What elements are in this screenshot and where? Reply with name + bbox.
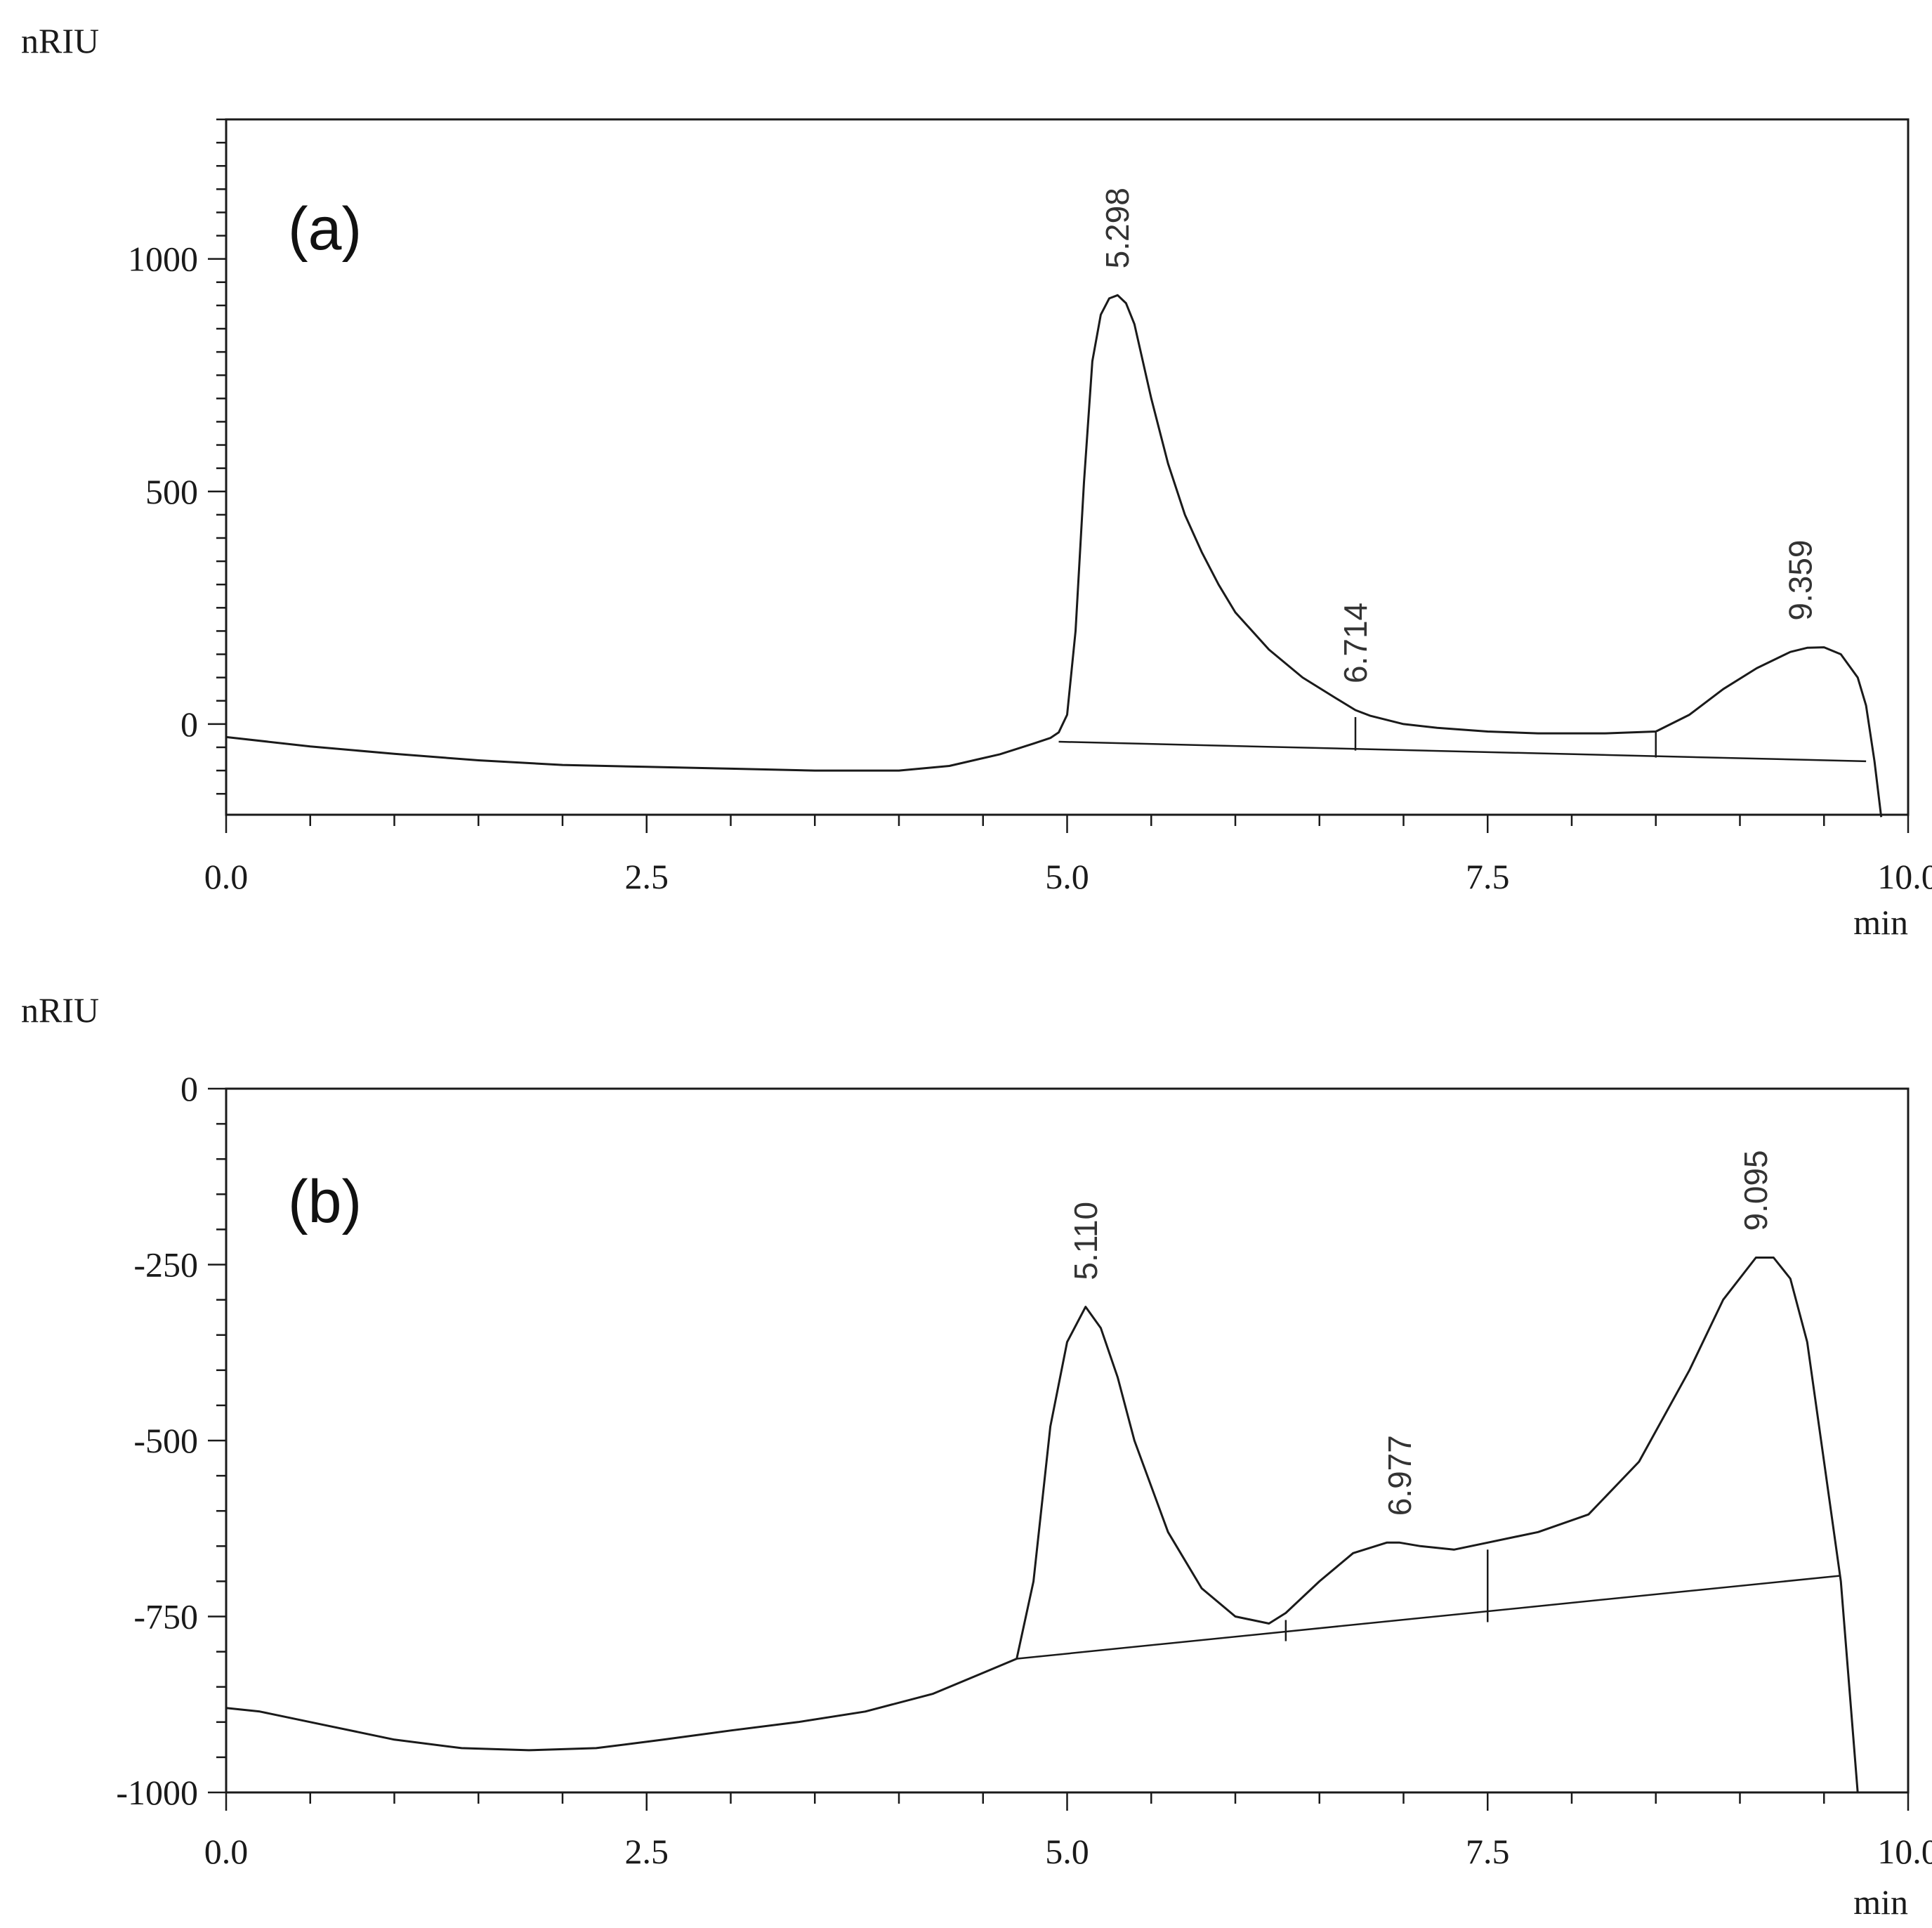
plot-frame: [225, 1087, 1910, 1794]
y-axis-label: nRIU: [21, 21, 99, 60]
x-tick-label: 5.0: [1045, 857, 1089, 896]
peak-retention-label: 9.095: [1737, 1150, 1774, 1231]
x-tick-label: 5.0: [1045, 1832, 1089, 1871]
x-tick-label: 0.0: [204, 1832, 249, 1871]
peak-retention-label: 6.714: [1337, 603, 1374, 683]
x-tick-label: 10.0: [1877, 1832, 1932, 1871]
peak-retention-label: 5.110: [1067, 1202, 1104, 1280]
y-tick-label: -1000: [116, 1773, 198, 1812]
x-tick-label: 0.0: [204, 857, 249, 896]
x-tick-label: 7.5: [1466, 1832, 1510, 1871]
y-tick-label: -250: [133, 1245, 198, 1285]
y-tick-label: 0: [180, 1069, 198, 1108]
y-tick-label: -750: [133, 1597, 198, 1637]
peak-retention-label: 5.298: [1099, 188, 1136, 268]
y-tick-label: 0: [180, 704, 198, 744]
y-tick-label: 1000: [128, 240, 198, 279]
panel-b: 0.0 2.5 5.0 7.5 10.0 0 -250 -500 -750 -1000 nRIU mi…: [21, 990, 1932, 1922]
x-tick-label: 2.5: [625, 1832, 669, 1871]
y-axis-label: nRIU: [21, 990, 99, 1030]
peak-retention-label: 9.359: [1782, 539, 1818, 620]
x-tick-label: 7.5: [1466, 857, 1510, 896]
panel-label: (b): [288, 1168, 362, 1235]
integration-baseline: [1016, 1575, 1841, 1660]
chromatogram-trace: [225, 1257, 1859, 1793]
y-tick-label: -500: [133, 1421, 198, 1460]
x-tick-label: 2.5: [625, 857, 669, 896]
peak-retention-label: 6.977: [1381, 1435, 1418, 1516]
x-tick-label: 10.0: [1877, 857, 1932, 896]
panel-a: 0.0 2.5 5.0 7.5 10.0 0 500 1000 nRIU min (a) 5.298 6…: [21, 21, 1932, 942]
chromatogram-trace: [225, 294, 1883, 818]
panel-label: (a): [288, 195, 362, 263]
x-axis-label: min: [1853, 903, 1908, 942]
integration-baseline: [1058, 740, 1867, 763]
y-tick-label: 500: [145, 472, 198, 511]
x-axis-label: min: [1853, 1882, 1908, 1922]
